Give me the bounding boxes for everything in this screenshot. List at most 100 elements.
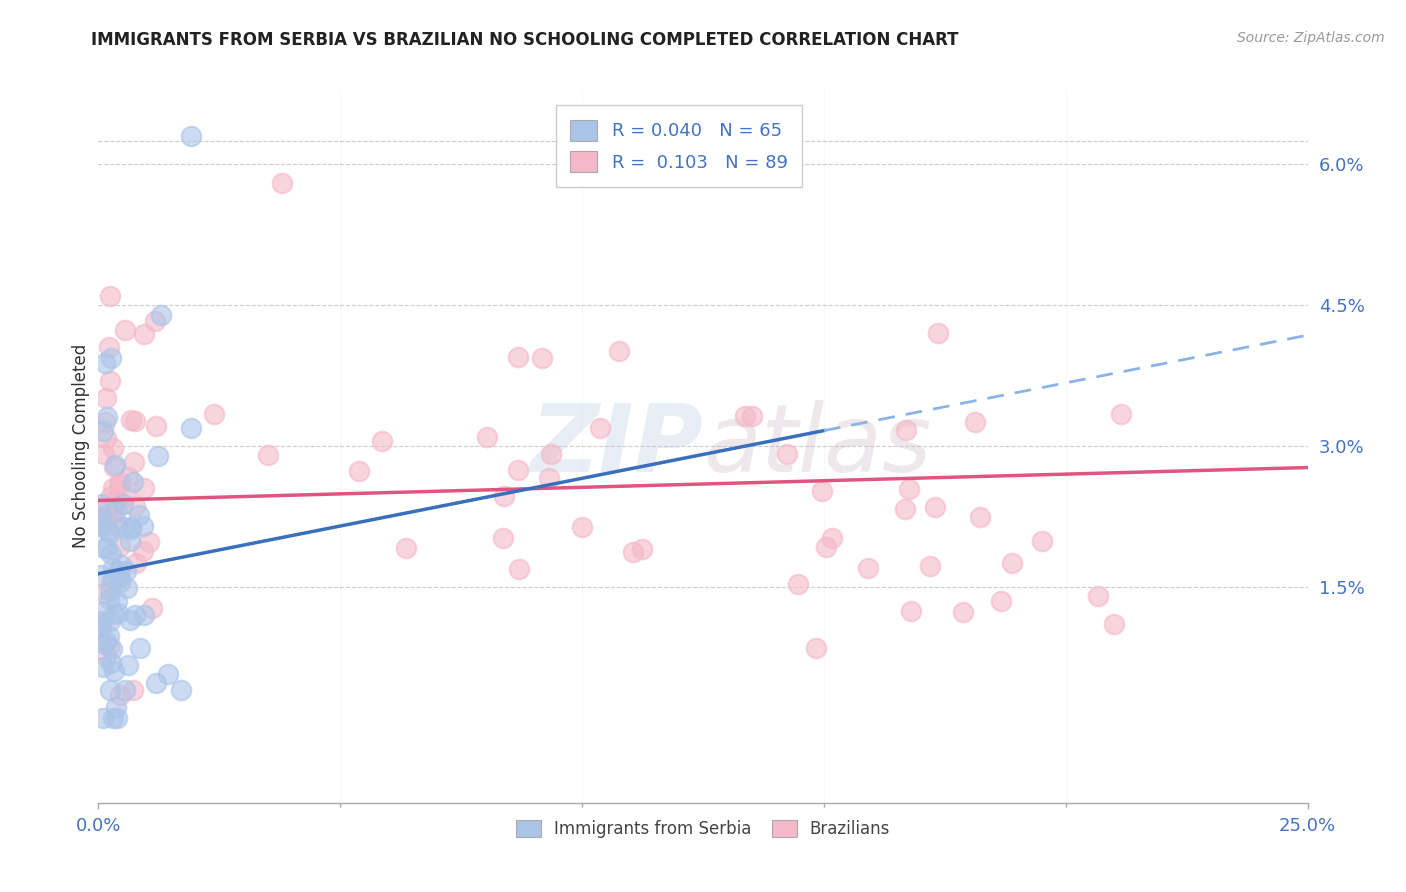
Point <box>815 540 838 554</box>
Point <box>145 418 167 433</box>
Point <box>145 676 167 690</box>
Point <box>100 642 122 657</box>
Point <box>118 533 141 548</box>
Point <box>90 509 112 524</box>
Point <box>630 541 652 556</box>
Point <box>927 326 949 341</box>
Point <box>110 574 132 589</box>
Point <box>107 606 129 620</box>
Point <box>108 569 131 583</box>
Point <box>894 424 917 438</box>
Point <box>540 447 562 461</box>
Point <box>124 556 146 570</box>
Point <box>93 660 115 674</box>
Point <box>98 629 121 643</box>
Point <box>776 447 799 461</box>
Point <box>122 682 145 697</box>
Point <box>103 607 125 621</box>
Point <box>965 415 987 429</box>
Point <box>103 459 125 474</box>
Point <box>100 351 122 366</box>
Point <box>98 614 121 628</box>
Point <box>1031 534 1053 549</box>
Point <box>1111 407 1133 421</box>
Point <box>150 308 173 322</box>
Point <box>894 501 917 516</box>
Point <box>90 620 112 634</box>
Point <box>98 683 121 698</box>
Point <box>132 608 155 623</box>
Point <box>530 351 553 365</box>
Point <box>93 447 115 461</box>
Point <box>103 664 125 678</box>
Point <box>858 561 880 575</box>
Text: IMMIGRANTS FROM SERBIA VS BRAZILIAN NO SCHOOLING COMPLETED CORRELATION CHART: IMMIGRANTS FROM SERBIA VS BRAZILIAN NO S… <box>91 31 959 49</box>
Point <box>589 420 612 434</box>
Point <box>143 314 166 328</box>
Point <box>94 633 117 648</box>
Point <box>114 682 136 697</box>
Point <box>1001 556 1024 570</box>
Point <box>124 608 146 623</box>
Point <box>108 539 131 553</box>
Point <box>114 323 136 337</box>
Point <box>93 637 115 651</box>
Point <box>98 592 121 607</box>
Point <box>969 509 991 524</box>
Point <box>103 481 125 495</box>
Point <box>103 571 125 585</box>
Point <box>101 508 124 522</box>
Point <box>271 176 294 190</box>
Point <box>103 441 125 455</box>
Point <box>120 523 142 537</box>
Point <box>918 558 941 573</box>
Point <box>94 649 117 664</box>
Point <box>100 576 122 591</box>
Point <box>105 504 128 518</box>
Point <box>94 431 117 445</box>
Point <box>90 497 112 511</box>
Point <box>98 525 121 540</box>
Point <box>821 531 844 545</box>
Point <box>94 508 117 522</box>
Point <box>90 517 112 532</box>
Point <box>492 489 515 503</box>
Point <box>90 615 112 630</box>
Point <box>146 450 169 464</box>
Point <box>371 434 394 448</box>
Point <box>117 470 139 484</box>
Point <box>141 601 163 615</box>
Point <box>100 489 122 503</box>
Point <box>91 711 114 725</box>
Point <box>108 478 131 492</box>
Point <box>124 414 146 428</box>
Point <box>118 613 141 627</box>
Point <box>741 409 763 423</box>
Point <box>97 639 120 653</box>
Point <box>734 409 756 423</box>
Point <box>111 497 134 511</box>
Point <box>120 413 142 427</box>
Point <box>105 493 128 508</box>
Point <box>114 489 136 503</box>
Point <box>105 594 128 608</box>
Point <box>607 344 630 359</box>
Point <box>180 420 202 434</box>
Point <box>395 541 418 556</box>
Point <box>90 500 112 514</box>
Point <box>120 520 142 534</box>
Point <box>107 564 129 578</box>
Legend: Immigrants from Serbia, Brazilians: Immigrants from Serbia, Brazilians <box>509 813 897 845</box>
Point <box>786 577 808 591</box>
Point <box>124 499 146 513</box>
Point <box>1087 589 1109 603</box>
Point <box>132 519 155 533</box>
Point <box>508 463 530 477</box>
Point <box>90 614 112 628</box>
Point <box>90 568 112 582</box>
Point <box>508 350 530 364</box>
Point <box>900 604 922 618</box>
Point <box>100 547 122 561</box>
Point <box>115 581 138 595</box>
Point <box>117 657 139 672</box>
